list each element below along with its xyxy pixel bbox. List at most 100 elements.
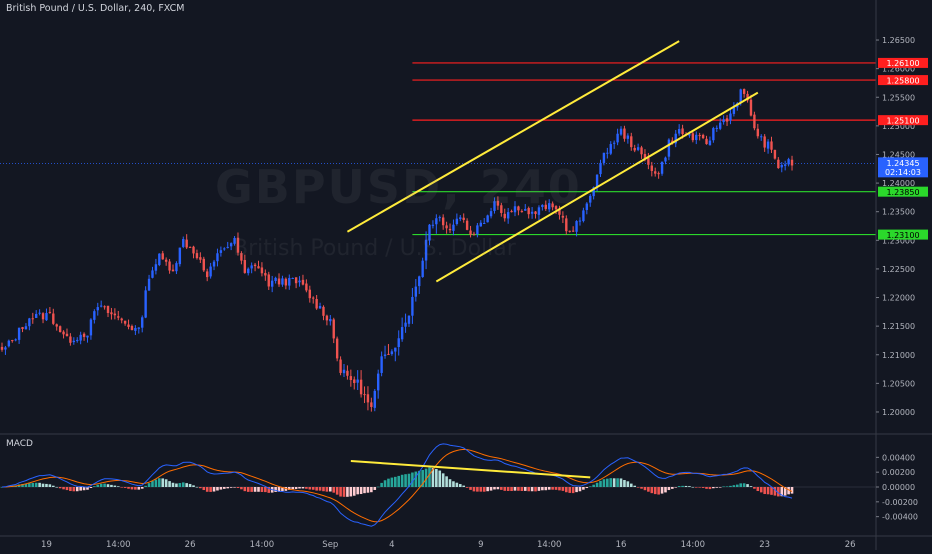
- candle-body: [404, 322, 407, 327]
- macd-histogram-bar: [636, 487, 640, 488]
- macd-histogram-bar: [311, 487, 315, 490]
- macd-histogram-bar: [164, 479, 168, 487]
- candle-body: [69, 336, 72, 343]
- macd-histogram-bar: [120, 487, 123, 488]
- candle-body: [267, 274, 270, 287]
- macd-histogram-bar: [506, 487, 510, 491]
- candle-body: [387, 353, 390, 355]
- candle-body: [626, 135, 630, 139]
- macd-histogram-bar: [287, 487, 291, 490]
- macd-histogram-bar: [513, 487, 517, 491]
- macd-histogram-bar: [428, 467, 431, 487]
- candle-body: [294, 277, 298, 284]
- candle-body: [578, 220, 582, 222]
- candle-body: [739, 89, 742, 103]
- candle-body: [7, 340, 11, 347]
- candle-body: [199, 257, 202, 260]
- macd-histogram-bar: [103, 483, 106, 487]
- candle-body: [770, 141, 773, 150]
- candle-body: [777, 159, 780, 169]
- candle-body: [257, 266, 260, 269]
- macd-histogram-bar: [411, 472, 414, 487]
- candle-body: [209, 266, 212, 277]
- candle-body: [188, 246, 192, 248]
- macd-histogram-bar: [55, 486, 59, 488]
- macd-histogram-bar: [89, 487, 93, 488]
- watermark-symbol: GBPUSD, 240: [215, 160, 582, 214]
- macd-histogram-bar: [640, 487, 643, 489]
- candle-body: [527, 208, 530, 215]
- candle-body: [45, 312, 48, 321]
- candle-body: [551, 203, 554, 208]
- candle-body: [681, 128, 684, 135]
- macd-histogram-bar: [34, 482, 38, 487]
- candle-body: [657, 173, 660, 175]
- candle-body: [571, 230, 575, 232]
- macd-histogram-bar: [431, 468, 435, 487]
- candle-body: [120, 318, 123, 321]
- level-tag-1.23100: [878, 229, 928, 240]
- macd-histogram-bar: [742, 483, 746, 487]
- candle-body: [89, 319, 93, 336]
- macd-histogram-bar: [65, 487, 69, 491]
- candle-body: [746, 93, 749, 101]
- candle-body: [715, 127, 718, 129]
- macd-histogram-bar: [458, 484, 462, 487]
- candle-body: [510, 211, 513, 213]
- candle-body: [677, 129, 681, 134]
- candle-body: [253, 264, 257, 267]
- candle-body: [674, 133, 677, 144]
- candle-body: [612, 142, 616, 144]
- candle-body: [780, 165, 783, 168]
- candle-body: [766, 141, 770, 149]
- macd-histogram-bar: [346, 487, 349, 497]
- candle-body: [38, 312, 41, 314]
- time-tick-label: 14:00: [106, 540, 131, 550]
- macd-histogram-bar: [110, 484, 113, 487]
- candle-body: [127, 324, 130, 327]
- candle-body: [790, 159, 794, 166]
- candle-body: [599, 162, 602, 175]
- macd-histogram-bar: [783, 487, 787, 496]
- candle-body: [606, 152, 609, 154]
- macd-histogram-bar: [390, 477, 394, 487]
- macd-histogram-bar: [31, 482, 35, 487]
- time-tick-label: 9: [478, 540, 483, 550]
- macd-histogram-bar: [329, 487, 332, 492]
- candle-body: [168, 261, 171, 271]
- price-tick-label: 1.20500: [882, 379, 915, 388]
- countdown-label: 02:14:03: [885, 168, 921, 177]
- candle-body: [664, 157, 667, 162]
- macd-histogram-bar: [616, 478, 619, 487]
- macd-histogram-bar: [592, 484, 595, 487]
- macd-histogram-bar: [130, 487, 134, 490]
- candle-body: [96, 307, 99, 311]
- candle-body: [284, 278, 288, 286]
- candle-body: [647, 157, 650, 165]
- macd-histogram-bar: [691, 486, 695, 488]
- macd-histogram-bar: [229, 487, 233, 488]
- candle-body: [760, 136, 763, 138]
- candle-body: [144, 290, 147, 318]
- candle-body: [640, 147, 643, 155]
- candle-body: [110, 312, 113, 315]
- candle-body: [407, 315, 411, 324]
- macd-histogram-bar: [99, 483, 103, 487]
- candle-body: [465, 220, 469, 230]
- candle-body: [0, 346, 4, 350]
- macd-histogram-bar: [629, 483, 633, 487]
- candle-body: [17, 327, 21, 340]
- candle-body: [137, 327, 140, 329]
- macd-histogram-bar: [554, 487, 558, 490]
- candle-body: [609, 144, 612, 154]
- price-tick-label: 1.24500: [882, 150, 915, 159]
- macd-histogram-bar: [698, 487, 701, 488]
- candle-body: [756, 128, 760, 137]
- candle-body: [65, 333, 69, 337]
- candle-body: [48, 311, 52, 313]
- macd-histogram-bar: [260, 487, 264, 492]
- macd-histogram-bar: [171, 482, 175, 487]
- macd-histogram-bar: [305, 487, 308, 489]
- macd-histogram-bar: [216, 487, 219, 491]
- candle-body: [134, 327, 137, 331]
